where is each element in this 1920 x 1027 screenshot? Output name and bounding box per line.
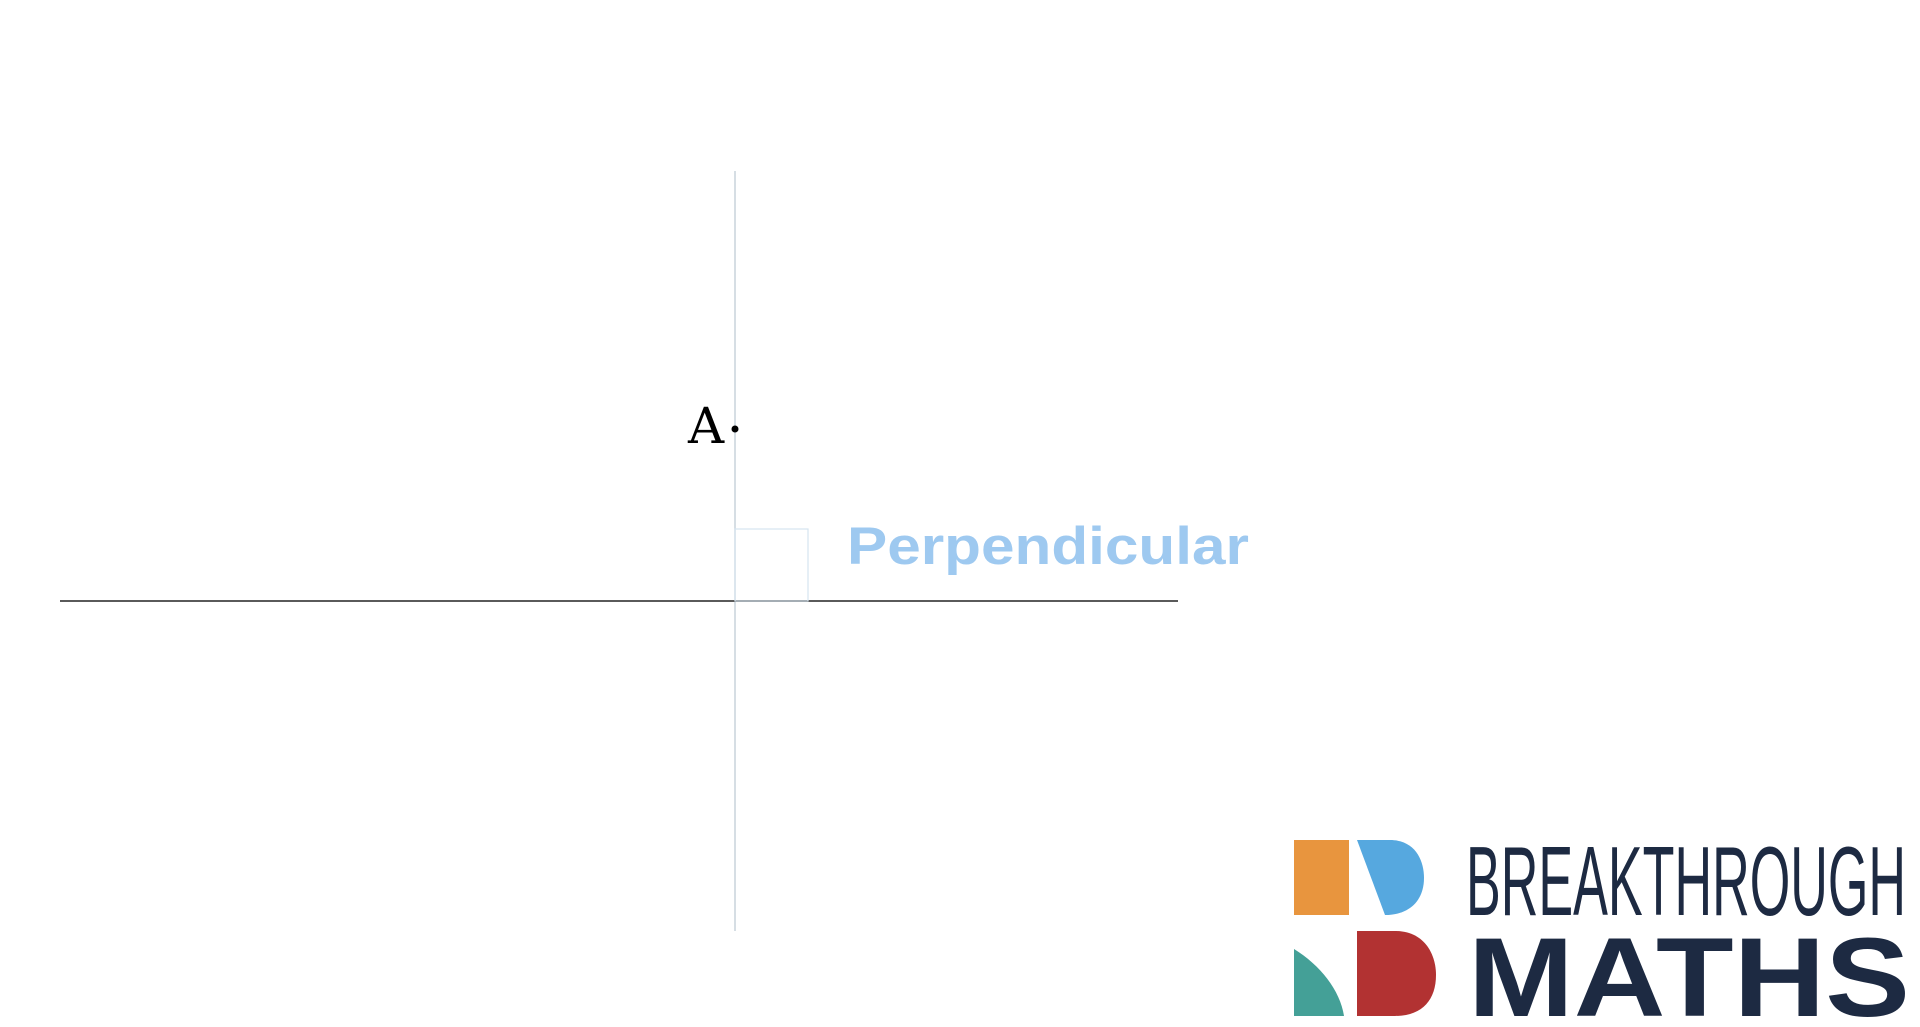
- logo-blue-d: [1357, 840, 1424, 915]
- point-a: [731, 425, 739, 433]
- right-angle-marker: [734, 528, 809, 602]
- point-a-label: A: [687, 397, 725, 455]
- logo-text-maths: MATHS: [1468, 915, 1910, 1027]
- logo-text-breakthrough: BREAKTHROUGH: [1466, 826, 1906, 936]
- logo-red-d: [1357, 931, 1436, 1016]
- breakthrough-maths-logo: BREAKTHROUGH MATHS: [1294, 826, 1910, 1027]
- logo-teal-quarter: [1294, 949, 1344, 1016]
- perpendicular-label: Perpendicular: [847, 517, 1249, 576]
- logo-orange-block: [1294, 840, 1349, 915]
